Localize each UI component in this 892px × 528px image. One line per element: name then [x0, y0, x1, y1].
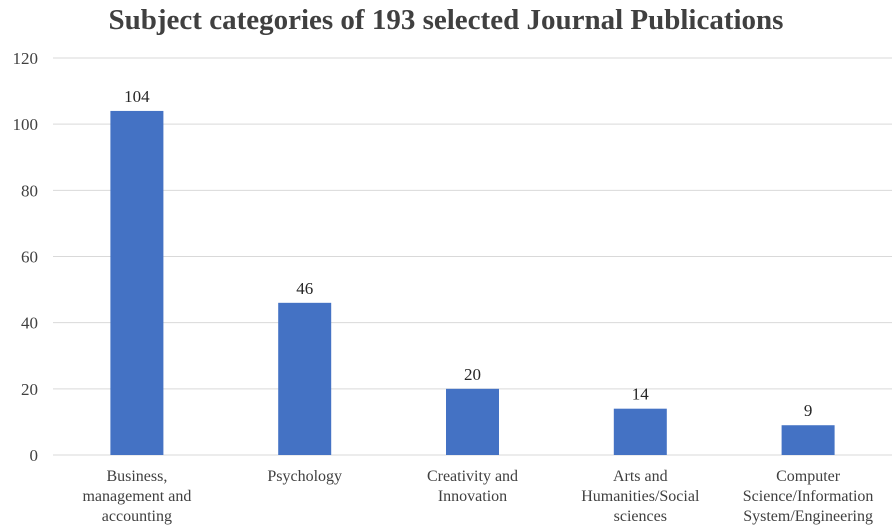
x-category-label: Psychology — [267, 468, 342, 485]
y-tick-label: 100 — [13, 115, 39, 134]
x-category-label: Computer Science/Information System/Engine… — [743, 468, 874, 525]
bar — [110, 110, 164, 455]
y-tick-label: 80 — [21, 181, 38, 200]
chart-title: Subject categories of 193 selected Journ… — [108, 4, 784, 36]
y-tick-label: 0 — [30, 446, 39, 465]
x-category-label: Arts and Humanities/Social sciences — [581, 468, 700, 525]
data-label: 14 — [632, 385, 650, 404]
bar — [278, 302, 332, 455]
data-label: 20 — [464, 365, 481, 384]
bar — [446, 388, 499, 455]
data-label: 104 — [124, 87, 150, 106]
data-label: 46 — [296, 279, 313, 298]
y-tick-label: 40 — [21, 314, 38, 333]
data-label: 9 — [804, 401, 813, 420]
y-tick-label: 60 — [21, 248, 38, 267]
x-category-label: Creativity and Innovation — [427, 468, 518, 505]
bar — [781, 425, 835, 455]
y-tick-label: 120 — [13, 49, 39, 68]
y-tick-label: 20 — [21, 380, 38, 399]
bar — [613, 408, 667, 455]
x-category-label: Business, management and accounting — [82, 468, 191, 525]
